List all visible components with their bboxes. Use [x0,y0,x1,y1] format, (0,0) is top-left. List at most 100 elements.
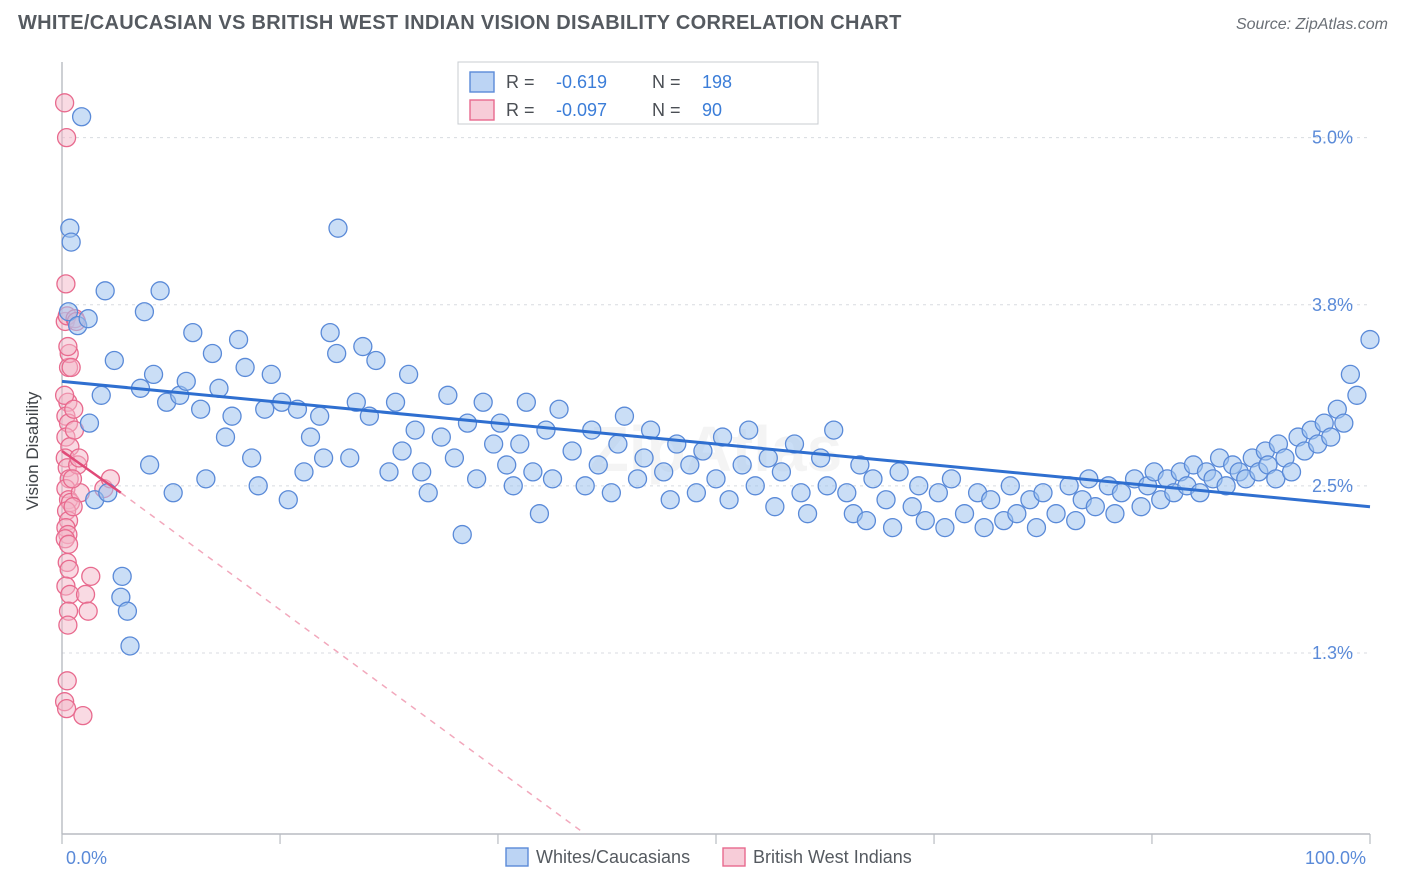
point-blue [406,421,424,439]
point-blue [916,512,934,530]
point-blue [177,372,195,390]
legend-bottom-label: British West Indians [753,847,912,867]
point-blue [524,463,542,481]
point-blue [661,491,679,509]
point-blue [230,331,248,349]
point-blue [1008,505,1026,523]
point-blue [468,470,486,488]
point-pink [82,567,100,585]
point-blue [341,449,359,467]
point-blue [1086,498,1104,516]
point-blue [354,338,372,356]
trendline-pink-dashed [121,493,585,834]
point-blue [321,324,339,342]
point-pink [62,358,80,376]
point-blue [262,365,280,383]
point-blue [707,470,725,488]
legend-r-value: -0.619 [556,72,607,92]
point-blue [766,498,784,516]
chart-svg: 1.3%2.5%3.8%5.0%ZipAtlas0.0%100.0%Vision… [18,44,1388,876]
point-blue [236,358,254,376]
point-blue [79,310,97,328]
point-blue [419,484,437,502]
x-min-label: 0.0% [66,848,107,868]
point-blue [400,365,418,383]
point-pink [59,616,77,634]
point-blue [393,442,411,460]
legend-n-label: N = [652,72,681,92]
point-blue [413,463,431,481]
point-blue [80,414,98,432]
point-blue [635,449,653,467]
point-pink [60,560,78,578]
point-blue [687,484,705,502]
point-blue [668,435,686,453]
point-blue [249,477,267,495]
point-blue [1132,498,1150,516]
point-blue [530,505,548,523]
point-pink [59,338,77,356]
point-pink [64,498,82,516]
legend-n-label: N = [652,100,681,120]
point-blue [223,407,241,425]
point-blue [184,324,202,342]
point-pink [58,672,76,690]
point-blue [1341,365,1359,383]
point-blue [135,303,153,321]
point-blue [96,282,114,300]
point-blue [1335,414,1353,432]
point-blue [217,428,235,446]
point-blue [1027,519,1045,537]
point-blue [295,463,313,481]
point-blue [504,477,522,495]
point-blue [485,435,503,453]
point-pink [63,470,81,488]
point-blue [733,456,751,474]
point-blue [118,602,136,620]
point-blue [329,219,347,237]
point-blue [563,442,581,460]
y-axis-label: Vision Disability [23,391,42,510]
point-blue [151,282,169,300]
point-blue [203,345,221,363]
point-blue [113,567,131,585]
source-label: Source: ZipAtlas.com [1236,16,1388,34]
chart-title: WHITE/CAUCASIAN VS BRITISH WEST INDIAN V… [18,12,902,35]
point-blue [1067,512,1085,530]
point-pink [57,275,75,293]
point-blue [818,477,836,495]
point-blue [746,477,764,495]
point-blue [1348,386,1366,404]
point-blue [302,428,320,446]
point-pink [58,129,76,147]
point-blue [1283,463,1301,481]
point-blue [1034,484,1052,502]
point-blue [877,491,895,509]
legend-r-value: -0.097 [556,100,607,120]
point-blue [1112,484,1130,502]
point-blue [602,484,620,502]
legend-swatch [470,72,494,92]
y-tick-label: 3.8% [1312,295,1353,315]
y-tick-label: 1.3% [1312,643,1353,663]
point-blue [942,470,960,488]
point-blue [910,477,928,495]
point-blue [615,407,633,425]
point-blue [537,421,555,439]
point-blue [328,345,346,363]
point-pink [79,602,97,620]
point-blue [772,463,790,481]
point-pink [74,707,92,725]
point-pink [65,400,83,418]
point-blue [243,449,261,467]
point-blue [759,449,777,467]
point-blue [589,456,607,474]
point-blue [550,400,568,418]
point-blue [812,449,830,467]
point-blue [498,456,516,474]
point-blue [121,637,139,655]
point-blue [141,456,159,474]
point-blue [838,484,856,502]
chart-area: 1.3%2.5%3.8%5.0%ZipAtlas0.0%100.0%Vision… [18,44,1388,876]
point-blue [367,351,385,369]
